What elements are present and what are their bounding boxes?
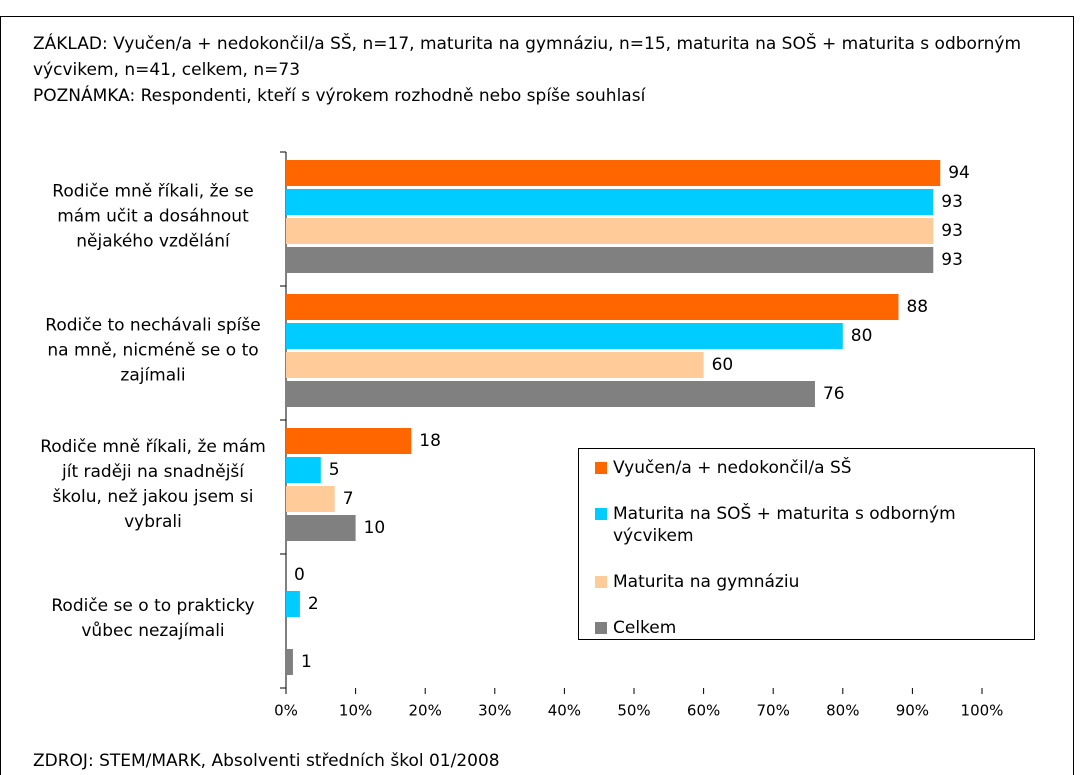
value-label: 80 [851,326,873,346]
legend-label: Maturita na gymnáziu [613,572,800,592]
note: POZNÁMKA: Respondenti, kteří s výrokem r… [33,86,646,106]
bar [286,323,843,349]
x-tick-label: 90% [896,702,929,720]
bar [286,591,300,617]
value-label: 10 [364,518,386,538]
value-label: 93 [941,192,963,212]
legend-entry: Maturita na SOŠ + maturita s odborným vý… [595,503,1014,547]
legend: Vyučen/a + nedokončil/a SŠ Maturita na SO… [578,448,1035,640]
bar [286,189,934,215]
legend-entry: Vyučen/a + nedokončil/a SŠ [595,457,1014,479]
value-label: 60 [712,355,734,375]
bar [286,352,704,378]
legend-label: Vyučen/a + nedokončil/a SŠ [613,458,852,478]
x-tick-label: 100% [961,702,1004,720]
source: ZDROJ: STEM/MARK, Absolventi středních š… [33,751,500,771]
value-label: 76 [823,384,845,404]
x-tick-label: 20% [409,702,442,720]
value-label: 88 [906,297,928,317]
bar [286,486,335,512]
frame [0,16,1074,775]
x-tick-label: 80% [826,702,859,720]
x-tick-label: 70% [757,702,790,720]
value-label: 94 [948,163,970,183]
note: ZÁKLAD: Vyučen/a + nedokončil/a SŠ, n=17… [33,34,1022,80]
value-label: 5 [329,460,340,480]
value-label: 7 [343,489,354,509]
bar [286,294,899,320]
value-label: 0 [294,565,305,585]
x-tick-label: 0% [274,702,298,720]
legend-swatch [595,462,607,474]
value-label: 93 [941,221,963,241]
bar [286,649,293,675]
x-tick-label: 10% [339,702,372,720]
x-tick-label: 30% [478,702,511,720]
bar [286,381,815,407]
legend-label: Celkem [613,618,677,638]
value-label: 93 [941,250,963,270]
legend-entry: Celkem [595,617,1014,639]
bar [286,428,412,454]
x-tick-label: 60% [687,702,720,720]
legend-swatch [595,508,607,520]
value-label: 1 [301,652,312,672]
x-tick-label: 50% [617,702,650,720]
legend-swatch [595,576,607,588]
legend-swatch [595,622,607,634]
bar [286,457,321,483]
legend-entry: Maturita na gymnáziu [595,571,1014,593]
legend-label: Maturita na SOŠ + maturita s odborným vý… [613,504,956,546]
bar [286,218,934,244]
x-tick-label: 40% [548,702,581,720]
category-label: Rodiče mně říkali, že mám jít raději na … [40,437,266,532]
bar [286,160,941,186]
bar [286,247,934,273]
value-label: 2 [308,594,319,614]
category-label: Rodiče se o to prakticky vůbec nezajímal… [51,596,255,641]
category-label: Rodiče mně říkali, že se mám učit a dosá… [52,181,254,252]
value-label: 18 [419,431,441,451]
category-label: Rodiče to nechávali spíše na mně, nicmén… [45,315,261,386]
bar [286,515,356,541]
